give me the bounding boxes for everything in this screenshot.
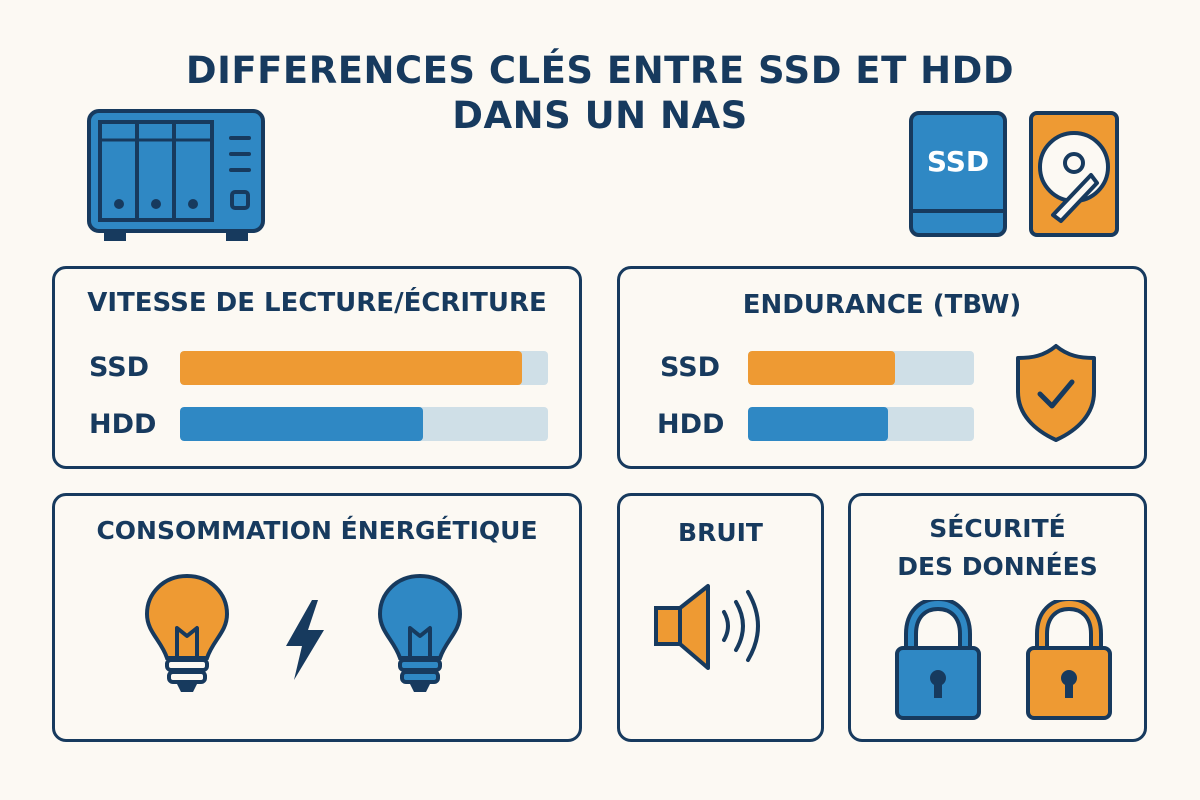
ssd-drive-icon: SSD bbox=[909, 111, 1007, 237]
lightning-bolt-icon bbox=[286, 600, 324, 680]
security-heading-line2: DES DONNÉES bbox=[897, 552, 1098, 581]
security-heading-line1: SÉCURITÉ bbox=[929, 514, 1066, 543]
speed-ssd-label: SSD bbox=[89, 352, 150, 383]
speaker-icon bbox=[654, 584, 760, 670]
endurance-ssd-fill bbox=[748, 351, 895, 385]
speed-hdd-label: HDD bbox=[89, 409, 157, 440]
lightbulb-blue-icon bbox=[377, 573, 463, 692]
page-title-line2: DANS UN NAS bbox=[452, 94, 748, 137]
lightbulb-orange-icon bbox=[144, 573, 230, 692]
noise-panel bbox=[617, 493, 824, 742]
padlock-blue-icon bbox=[895, 600, 981, 720]
padlock-orange-icon bbox=[1026, 600, 1112, 720]
endurance-hdd-bar bbox=[748, 407, 974, 441]
endurance-panel bbox=[617, 266, 1147, 469]
energy-panel bbox=[52, 493, 582, 742]
speed-hdd-bar bbox=[180, 407, 548, 441]
hdd-drive-icon bbox=[1029, 111, 1119, 237]
ssd-label: SSD bbox=[926, 145, 990, 178]
speed-ssd-bar bbox=[180, 351, 548, 385]
endurance-ssd-bar bbox=[748, 351, 974, 385]
shield-check-icon bbox=[1016, 344, 1096, 442]
endurance-heading: ENDURANCE (TBW) bbox=[742, 290, 1022, 320]
security-panel bbox=[848, 493, 1147, 742]
endurance-hdd-label: HDD bbox=[657, 409, 725, 440]
energy-heading: CONSOMMATION ÉNERGÉTIQUE bbox=[96, 516, 538, 545]
speed-ssd-fill bbox=[180, 351, 523, 385]
page-title-line1: DIFFERENCES CLÉS ENTRE SSD ET HDD bbox=[185, 49, 1015, 92]
endurance-ssd-label: SSD bbox=[660, 352, 721, 383]
speed-heading: VITESSE DE LECTURE/ÉCRITURE bbox=[87, 288, 547, 318]
noise-heading: BRUIT bbox=[678, 518, 763, 547]
endurance-hdd-fill bbox=[748, 407, 889, 441]
speed-hdd-fill bbox=[180, 407, 423, 441]
speed-panel bbox=[52, 266, 582, 469]
nas-icon bbox=[87, 109, 265, 241]
